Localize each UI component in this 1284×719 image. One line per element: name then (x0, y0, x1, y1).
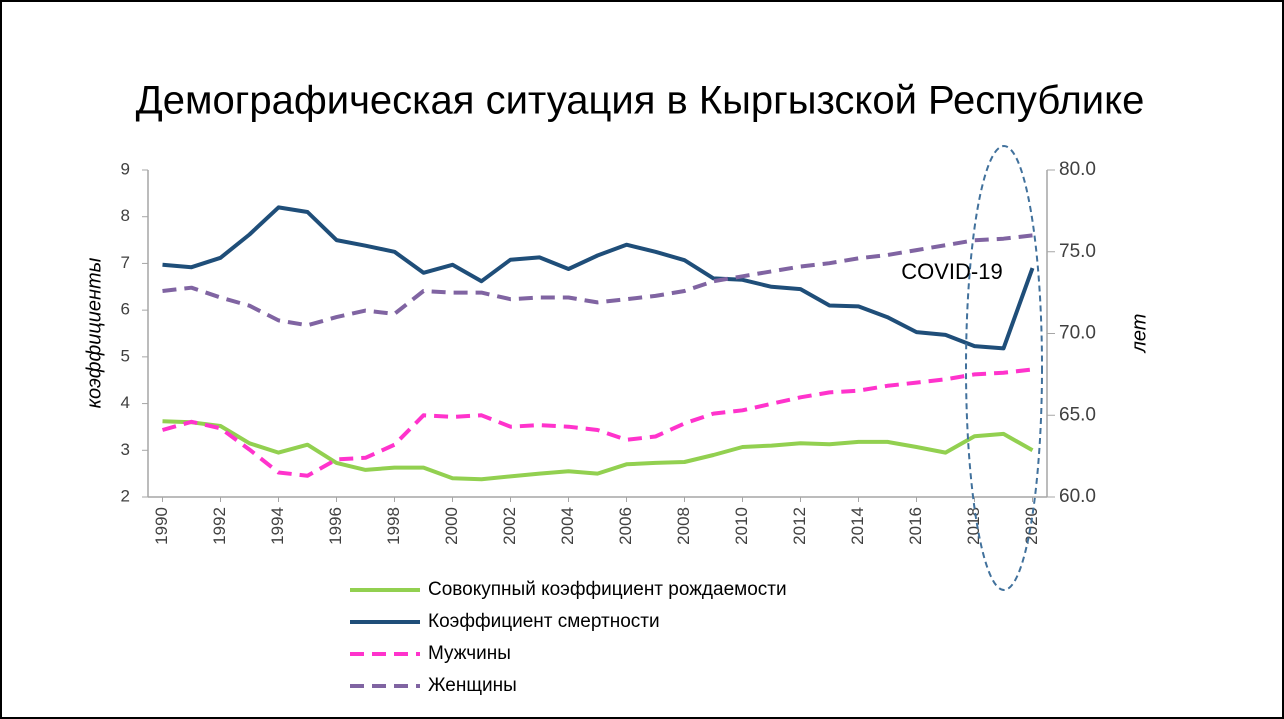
series-line (161, 367, 1033, 478)
legend-label: Женщины (428, 675, 517, 696)
legend-label: Совокупный коэффициент рождаемости (428, 579, 787, 600)
x-tick-label: 1992 (210, 507, 229, 545)
chart-title: Демографическая ситуация в Кыргызской Ре… (136, 79, 1145, 123)
series-line (162, 419, 1034, 482)
highlight-ellipse (965, 145, 1043, 591)
x-tick-label: 2002 (500, 507, 519, 545)
x-tick-label: 2014 (848, 507, 867, 545)
x-tick-label: 2004 (558, 507, 577, 545)
series-line (162, 205, 1035, 351)
y-tick-label: 7 (121, 253, 130, 272)
x-tick-label: 2020 (1022, 507, 1041, 545)
y2-tick-label: 80.0 (1059, 159, 1096, 180)
x-tick-label: 2006 (616, 507, 635, 545)
x-tick-label: 2016 (906, 507, 925, 545)
x-tick-label: 2012 (790, 507, 809, 545)
y2-tick-label: 70.0 (1059, 323, 1096, 344)
y2-tick-label: 65.0 (1059, 404, 1096, 425)
y-tick-label: 3 (121, 440, 130, 459)
x-tick-label: 2008 (674, 507, 693, 545)
x-tick-label: 1998 (384, 507, 403, 545)
annotation: COVID-19 (901, 259, 1002, 284)
x-tick-label: 2018 (964, 507, 983, 545)
series-line (162, 233, 1033, 328)
x-tick-label: 2010 (732, 507, 751, 545)
x-tick-label: 1996 (326, 507, 345, 545)
x-tick-label: 1994 (268, 507, 287, 545)
y2-tick-label: 60.0 (1059, 486, 1096, 507)
y-tick-label: 8 (121, 206, 130, 225)
y-tick-label: 9 (121, 159, 130, 178)
x-tick-label: 1990 (152, 507, 171, 545)
y2-axis-label: лет (1128, 314, 1150, 354)
y2-tick-label: 75.0 (1059, 241, 1096, 262)
legend-label: Мужчины (428, 643, 511, 664)
y-tick-label: 6 (121, 300, 130, 319)
legend-label: Коэффициент смертности (428, 611, 660, 632)
y-tick-label: 4 (121, 393, 130, 412)
y-tick-label: 5 (121, 346, 130, 365)
x-tick-label: 2000 (442, 507, 461, 545)
y-tick-label: 2 (121, 486, 130, 505)
y-axis-label: коэффициенты (83, 257, 105, 408)
